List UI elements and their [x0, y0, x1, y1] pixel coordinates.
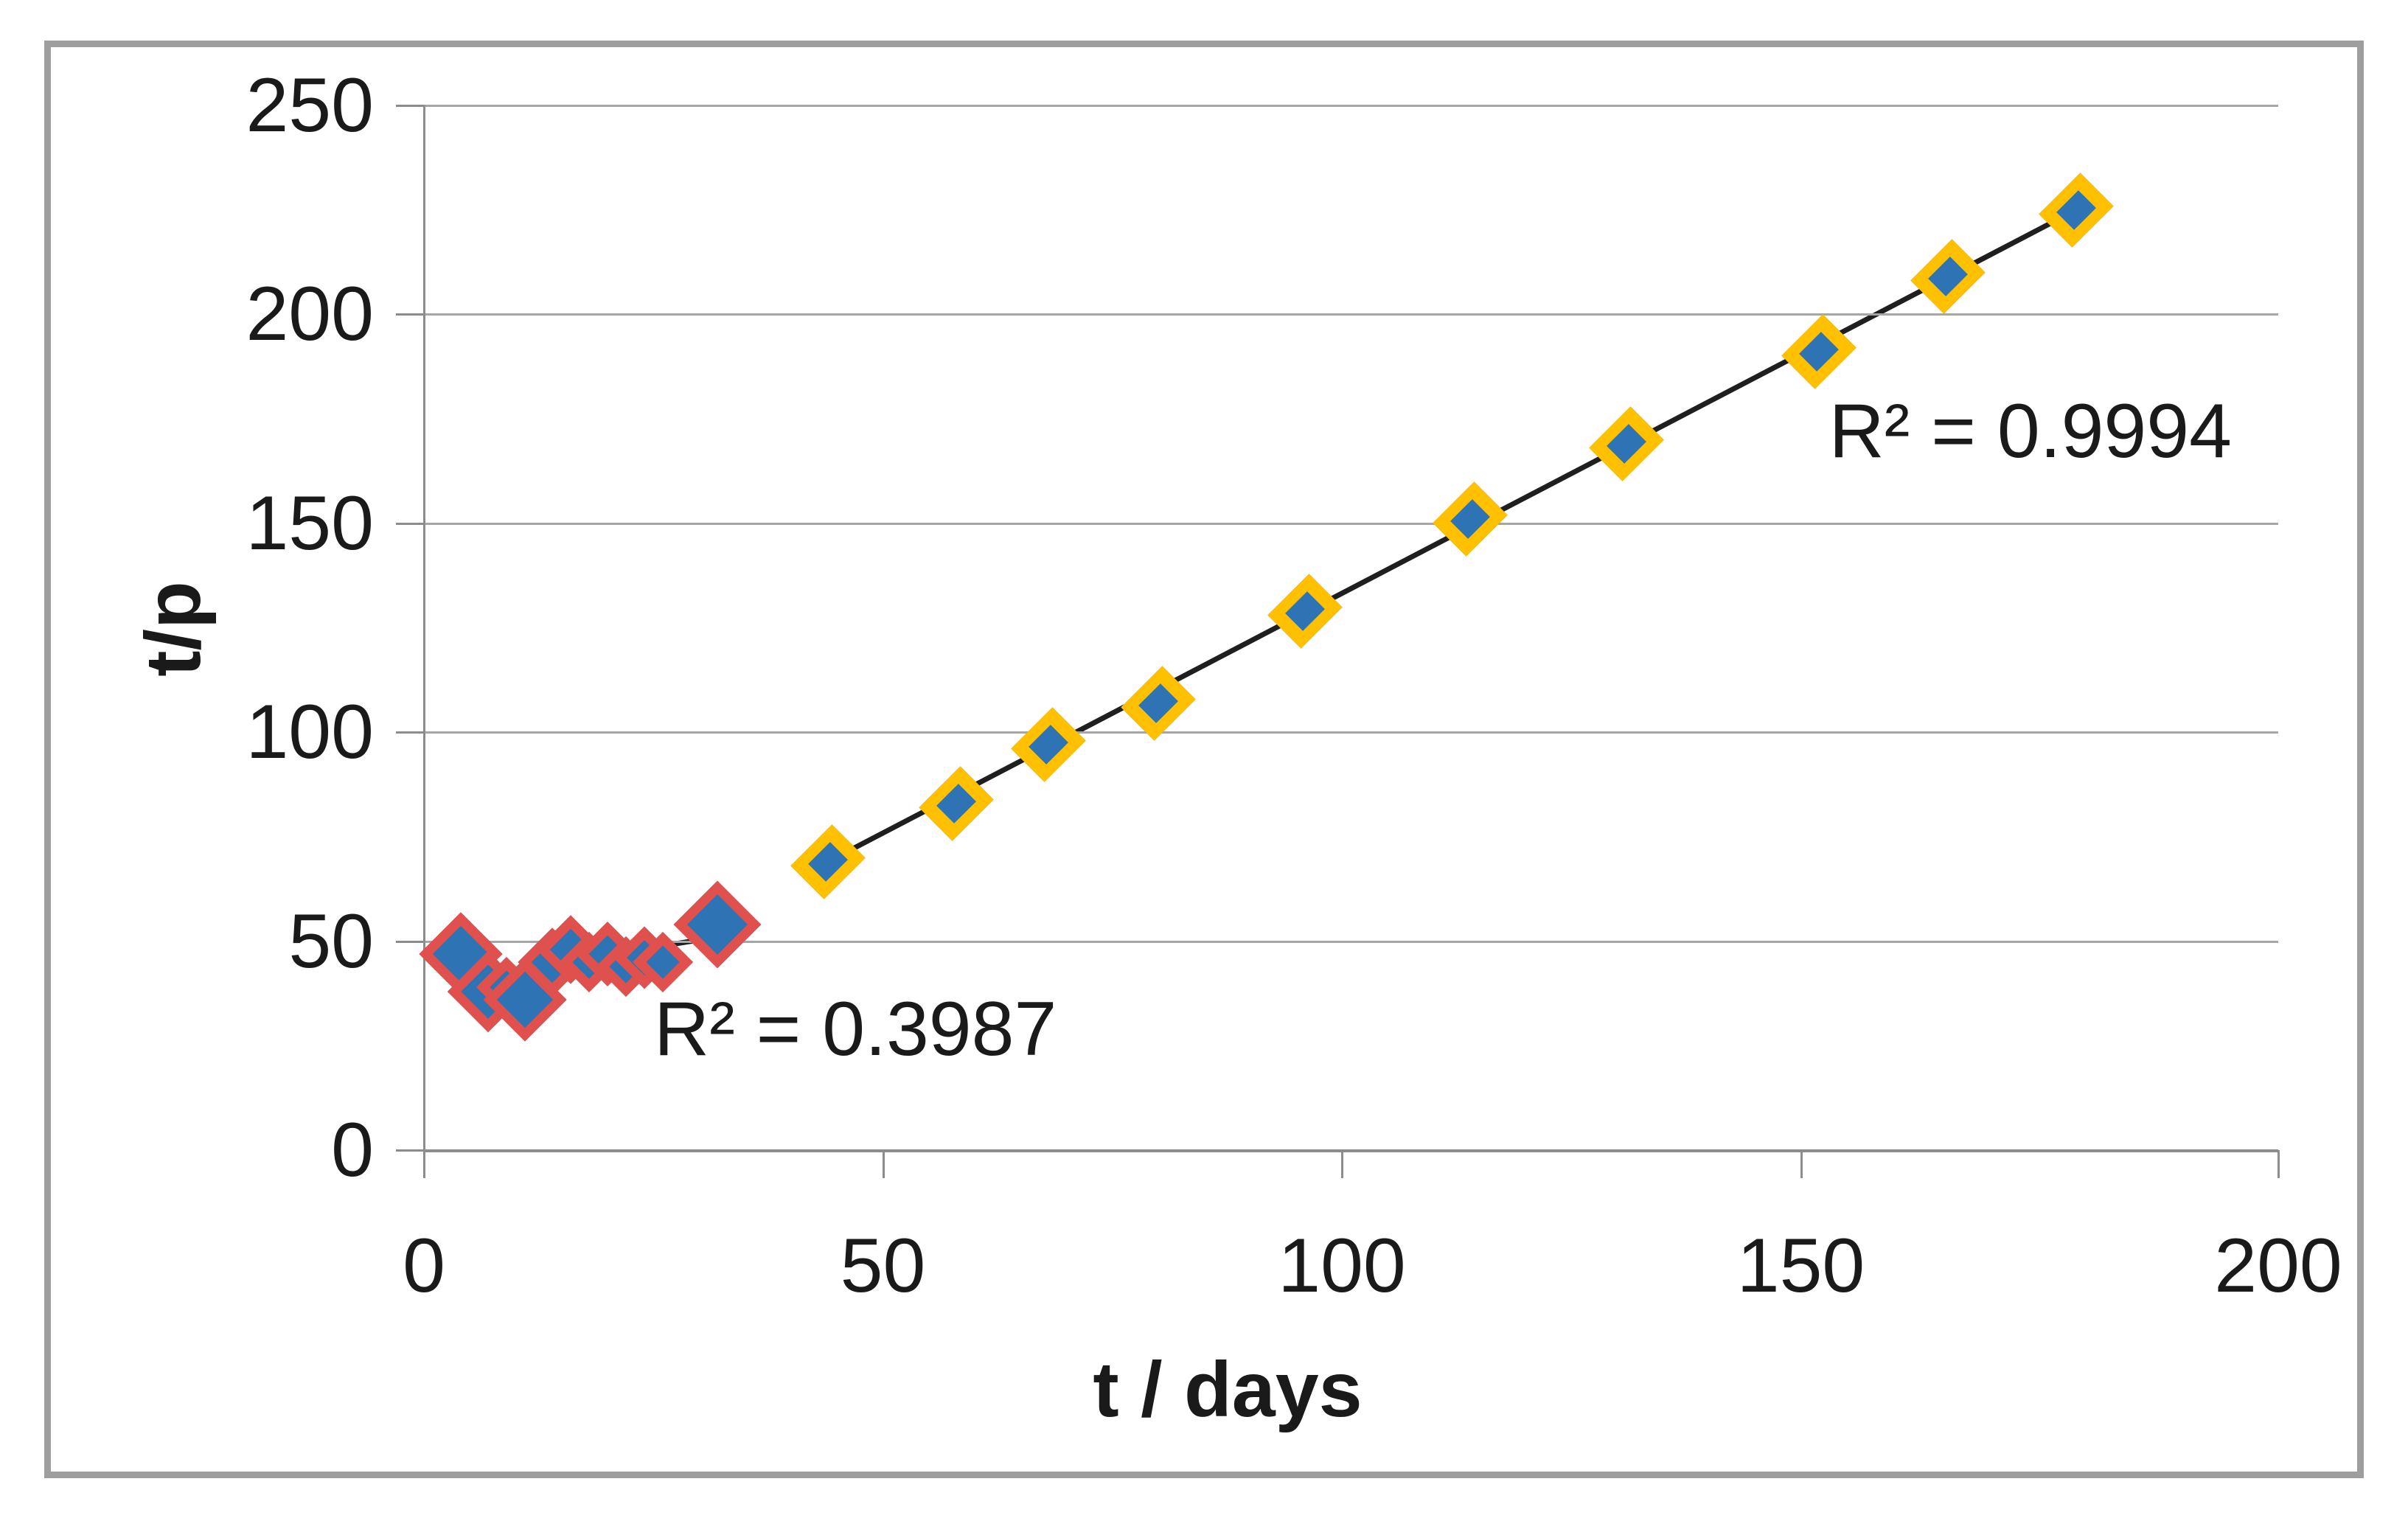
- y-tick-label: 200: [246, 271, 374, 358]
- gridline: [424, 105, 2278, 107]
- x-tick-label: 200: [2214, 1223, 2342, 1309]
- x-tick-label: 0: [403, 1223, 445, 1309]
- y-axis-tick: [396, 940, 424, 943]
- y-tick-label: 150: [246, 480, 374, 566]
- y-tick-label: 0: [331, 1107, 374, 1193]
- gridline: [424, 522, 2278, 525]
- y-axis-tick: [396, 731, 424, 734]
- y-axis-title: t/p: [130, 581, 217, 677]
- x-axis-tick: [1800, 1150, 1803, 1178]
- y-axis-line: [423, 105, 425, 1178]
- x-axis-title: t / days: [1093, 1346, 1363, 1433]
- y-tick-label: 50: [288, 898, 374, 984]
- y-axis-tick: [396, 522, 424, 525]
- y-tick-label: 100: [246, 689, 374, 776]
- x-axis-tick: [882, 1150, 885, 1178]
- y-tick-label: 250: [246, 63, 374, 148]
- y-axis-tick: [396, 105, 424, 107]
- x-tick-label: 50: [840, 1223, 926, 1309]
- y-axis-tick: [396, 313, 424, 316]
- gridline: [424, 313, 2278, 316]
- gridline: [424, 940, 2278, 943]
- y-axis-tick: [396, 1149, 424, 1152]
- gridline: [424, 731, 2278, 734]
- x-axis-tick: [1341, 1150, 1343, 1178]
- gridline: [424, 1149, 2278, 1152]
- r2-label-gold-series[interactable]: R² = 0.9994: [1828, 389, 2232, 475]
- x-tick-label: 150: [1736, 1223, 1865, 1309]
- x-tick-label: 100: [1278, 1223, 1406, 1309]
- r2-label-red-series[interactable]: R² = 0.3987: [653, 986, 1057, 1072]
- x-axis-tick: [2277, 1150, 2280, 1178]
